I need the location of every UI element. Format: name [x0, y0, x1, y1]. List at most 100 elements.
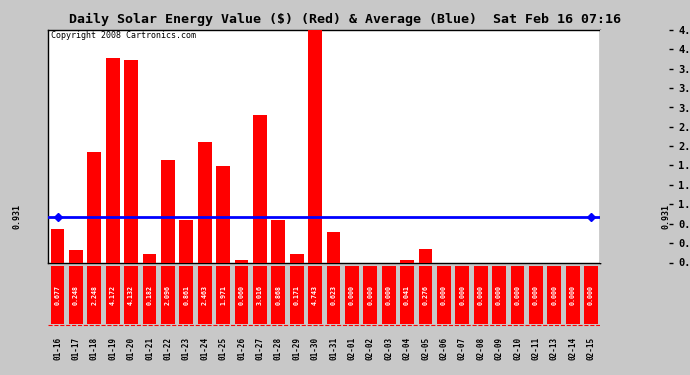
Bar: [179, 266, 193, 324]
Text: 0.931: 0.931: [12, 204, 22, 230]
Text: 2.248: 2.248: [91, 285, 97, 305]
Bar: [492, 266, 506, 324]
Text: 01-23: 01-23: [181, 337, 191, 360]
Text: 0.000: 0.000: [496, 285, 502, 305]
Text: 02-01: 02-01: [347, 337, 357, 360]
Text: 1.971: 1.971: [220, 285, 226, 305]
Text: 4.743: 4.743: [312, 285, 318, 305]
Text: 0.000: 0.000: [551, 285, 558, 305]
Text: 02-06: 02-06: [440, 337, 449, 360]
Text: 02-13: 02-13: [550, 337, 559, 360]
Text: 01-29: 01-29: [292, 337, 302, 360]
Text: 3.016: 3.016: [257, 285, 263, 305]
Bar: [179, 220, 193, 262]
Text: 0.171: 0.171: [294, 285, 299, 305]
Bar: [106, 58, 119, 262]
Text: 01-21: 01-21: [145, 337, 154, 360]
Text: 0.677: 0.677: [55, 285, 61, 305]
Bar: [161, 266, 175, 324]
Text: 01-16: 01-16: [53, 337, 62, 360]
Bar: [382, 266, 395, 324]
Text: 2.096: 2.096: [165, 285, 171, 305]
Text: 0.000: 0.000: [570, 285, 575, 305]
Text: 0.182: 0.182: [146, 285, 152, 305]
Bar: [511, 266, 524, 324]
Bar: [106, 266, 119, 324]
Text: 0.041: 0.041: [404, 285, 410, 305]
Bar: [308, 266, 322, 324]
Text: 01-28: 01-28: [274, 337, 283, 360]
Text: 01-17: 01-17: [71, 337, 81, 360]
Text: 0.000: 0.000: [477, 285, 484, 305]
Bar: [271, 266, 285, 324]
Bar: [566, 266, 580, 324]
Bar: [400, 261, 414, 262]
Text: 01-19: 01-19: [108, 337, 117, 360]
Bar: [529, 266, 543, 324]
Text: 0.861: 0.861: [184, 285, 189, 305]
Text: 01-20: 01-20: [126, 337, 136, 360]
Text: 0.931: 0.931: [661, 204, 671, 230]
Text: 02-08: 02-08: [476, 337, 485, 360]
Bar: [253, 115, 267, 262]
Bar: [88, 266, 101, 324]
Bar: [308, 30, 322, 262]
Text: 02-03: 02-03: [384, 337, 393, 360]
Text: 0.060: 0.060: [239, 285, 244, 305]
Text: 02-15: 02-15: [586, 337, 595, 360]
Bar: [161, 160, 175, 262]
Text: 0.248: 0.248: [73, 285, 79, 305]
Bar: [253, 266, 267, 324]
Text: 02-11: 02-11: [531, 337, 540, 360]
Bar: [437, 266, 451, 324]
Text: 02-05: 02-05: [421, 337, 430, 360]
Text: 0.000: 0.000: [460, 285, 465, 305]
Bar: [290, 266, 304, 324]
Bar: [419, 249, 433, 262]
Text: 02-09: 02-09: [495, 337, 504, 360]
Bar: [326, 232, 340, 262]
Bar: [69, 251, 83, 262]
Text: 4.132: 4.132: [128, 285, 134, 305]
Text: 0.000: 0.000: [441, 285, 447, 305]
Text: 0.000: 0.000: [386, 285, 392, 305]
Bar: [88, 152, 101, 262]
Text: 0.868: 0.868: [275, 285, 282, 305]
Text: 01-30: 01-30: [310, 337, 319, 360]
Text: 01-26: 01-26: [237, 337, 246, 360]
Bar: [271, 220, 285, 262]
Text: Copyright 2008 Cartronics.com: Copyright 2008 Cartronics.com: [51, 31, 196, 40]
Text: 01-31: 01-31: [329, 337, 338, 360]
Bar: [143, 254, 157, 262]
Bar: [455, 266, 469, 324]
Bar: [290, 254, 304, 262]
Text: 0.000: 0.000: [515, 285, 520, 305]
Bar: [198, 142, 212, 262]
Text: 02-14: 02-14: [568, 337, 578, 360]
Bar: [584, 266, 598, 324]
Text: 4.172: 4.172: [110, 285, 116, 305]
Bar: [400, 266, 414, 324]
Text: 0.276: 0.276: [422, 285, 428, 305]
Text: 02-10: 02-10: [513, 337, 522, 360]
Bar: [235, 266, 248, 324]
Bar: [143, 266, 157, 324]
Bar: [50, 229, 64, 262]
Bar: [50, 266, 64, 324]
Text: 0.000: 0.000: [533, 285, 539, 305]
Bar: [326, 266, 340, 324]
Bar: [124, 266, 138, 324]
Bar: [216, 166, 230, 262]
Bar: [69, 266, 83, 324]
Bar: [124, 60, 138, 262]
Text: 0.000: 0.000: [588, 285, 594, 305]
Text: 02-02: 02-02: [366, 337, 375, 360]
Text: 0.000: 0.000: [367, 285, 373, 305]
Text: 01-24: 01-24: [200, 337, 209, 360]
Bar: [235, 260, 248, 262]
Text: 0.000: 0.000: [349, 285, 355, 305]
Bar: [419, 266, 433, 324]
Text: 01-25: 01-25: [219, 337, 228, 360]
Text: 2.463: 2.463: [201, 285, 208, 305]
Text: 0.623: 0.623: [331, 285, 337, 305]
